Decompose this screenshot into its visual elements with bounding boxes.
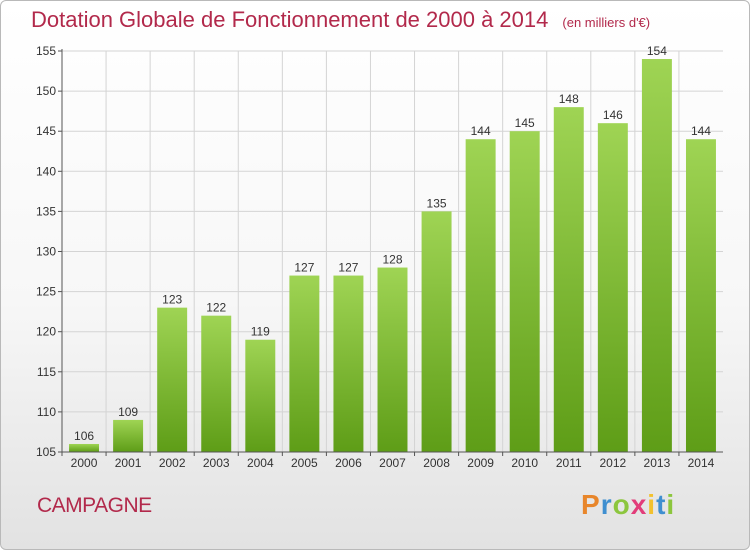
data-label: 127 xyxy=(338,261,358,275)
labels: 105 110 115 120 125 130 135 140 145 150 155 106 2000… xyxy=(36,44,715,470)
y-tick-label: 105 xyxy=(36,445,56,459)
bar xyxy=(685,139,716,452)
data-label: 106 xyxy=(74,429,94,443)
logo-letter: i xyxy=(647,489,657,520)
logo-letter: r xyxy=(600,489,613,520)
bar xyxy=(465,139,496,452)
bar xyxy=(113,419,144,452)
data-label: 154 xyxy=(647,44,667,58)
x-tick-label: 2007 xyxy=(379,456,406,470)
data-label: 109 xyxy=(118,405,138,419)
x-tick-label: 2002 xyxy=(159,456,186,470)
y-tick-label: 155 xyxy=(36,44,56,58)
y-tick-label: 125 xyxy=(36,285,56,299)
x-tick-label: 2004 xyxy=(247,456,274,470)
data-label: 145 xyxy=(515,116,535,130)
data-label: 144 xyxy=(691,124,711,138)
y-tick-label: 130 xyxy=(36,245,56,259)
commune-name: CAMPAGNE xyxy=(37,494,152,517)
bar xyxy=(333,275,364,452)
bar xyxy=(201,315,232,452)
data-label: 148 xyxy=(559,92,579,106)
y-tick-label: 135 xyxy=(36,204,56,218)
y-tick-label: 110 xyxy=(37,405,56,419)
bar xyxy=(157,307,188,452)
data-label: 127 xyxy=(294,261,314,275)
chart-title-text: Dotation Globale de Fonctionnement de 20… xyxy=(31,7,549,32)
x-tick-label: 2009 xyxy=(467,456,494,470)
data-label: 123 xyxy=(162,293,182,307)
data-label: 135 xyxy=(427,196,447,210)
data-label: 144 xyxy=(471,124,491,138)
x-tick-label: 2010 xyxy=(511,456,538,470)
bar xyxy=(245,339,276,452)
data-label: 122 xyxy=(206,301,226,315)
bar xyxy=(553,107,584,452)
x-tick-label: 2006 xyxy=(335,456,362,470)
bar xyxy=(641,59,672,453)
x-tick-label: 2008 xyxy=(423,456,450,470)
x-tick-label: 2000 xyxy=(71,456,98,470)
x-tick-label: 2003 xyxy=(203,456,230,470)
x-tick-label: 2013 xyxy=(644,456,671,470)
bar xyxy=(509,131,540,452)
bar xyxy=(597,123,628,453)
y-tick-label: 140 xyxy=(36,164,56,178)
data-label: 128 xyxy=(382,253,402,267)
y-tick-label: 115 xyxy=(37,365,56,379)
y-tick-label: 145 xyxy=(36,124,56,138)
bar xyxy=(377,267,408,452)
x-tick-label: 2001 xyxy=(115,456,142,470)
chart-unit: (en milliers d'€) xyxy=(562,15,651,30)
bar xyxy=(69,443,100,452)
logo-letter: x xyxy=(630,489,648,520)
data-label: 146 xyxy=(603,108,623,122)
x-tick-label: 2005 xyxy=(291,456,318,470)
x-tick-label: 2011 xyxy=(556,456,582,470)
bar xyxy=(421,211,452,452)
x-tick-label: 2012 xyxy=(599,456,626,470)
chart-title: Dotation Globale de Fonctionnement de 20… xyxy=(31,7,650,33)
logo-letter: P xyxy=(581,489,601,520)
x-tick-label: 2014 xyxy=(688,456,715,470)
bars xyxy=(69,59,716,453)
logo-letter: t xyxy=(656,489,667,520)
axes xyxy=(58,49,723,456)
data-label: 119 xyxy=(251,325,270,339)
y-tick-label: 150 xyxy=(36,84,56,98)
logo-letter: o xyxy=(612,489,631,520)
logo-letter: i xyxy=(666,489,676,520)
proxiti-logo: Proxiti xyxy=(581,489,675,521)
bar xyxy=(289,275,320,452)
y-tick-label: 120 xyxy=(36,325,56,339)
